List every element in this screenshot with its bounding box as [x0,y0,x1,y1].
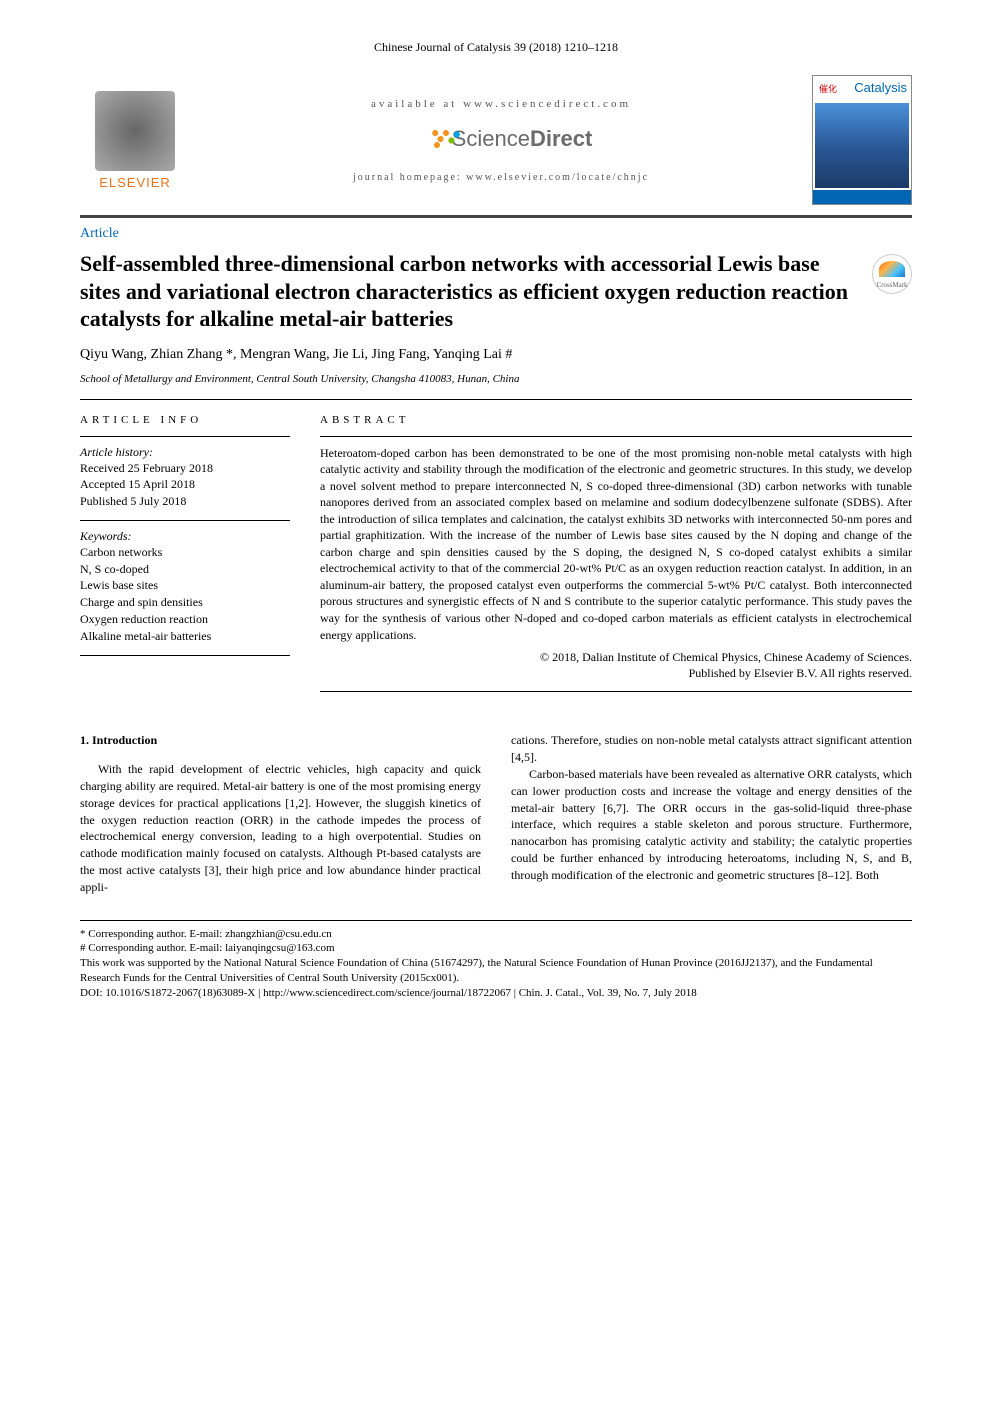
footnotes: * Corresponding author. E-mail: zhangzhi… [80,920,912,1001]
sciencedirect-text: ScienceDirect [452,126,593,152]
abstract-heading: ABSTRACT [320,414,912,426]
keyword: Alkaline metal-air batteries [80,628,290,645]
keyword: N, S co-doped [80,561,290,578]
copyright-line-2: Published by Elsevier B.V. All rights re… [320,665,912,681]
keyword: Oxygen reduction reaction [80,611,290,628]
cover-bar [813,190,911,204]
cover-title: 催化 Catalysis [813,76,911,101]
funding: This work was supported by the National … [80,956,912,986]
journal-reference: Chinese Journal of Catalysis 39 (2018) 1… [80,40,912,55]
article-info-heading: ARTICLE INFO [80,414,290,426]
elsevier-text: ELSEVIER [99,175,171,190]
abstract: ABSTRACT Heteroatom-doped carbon has bee… [320,414,912,701]
abstract-rule-top [320,436,912,437]
article-title: Self-assembled three-dimensional carbon … [80,250,912,333]
keyword: Lewis base sites [80,577,290,594]
article-type: Article [80,226,912,242]
crossmark-icon[interactable]: CrossMark [872,254,912,294]
sciencedirect-logo: ScienceDirect [210,124,792,154]
authors: Qiyu Wang, Zhian Zhang *, Mengran Wang, … [80,347,912,363]
info-rule-1 [80,436,290,437]
published: Published 5 July 2018 [80,493,290,510]
info-rule-2 [80,520,290,521]
copyright: © 2018, Dalian Institute of Chemical Phy… [320,649,912,681]
journal-homepage: journal homepage: www.elsevier.com/locat… [210,172,792,183]
cover-image [815,103,909,188]
abstract-text: Heteroatom-doped carbon has been demonst… [320,445,912,644]
header-block: ELSEVIER available at www.sciencedirect.… [80,75,912,218]
column-right: cations. Therefore, studies on non-noble… [511,732,912,895]
copyright-line-1: © 2018, Dalian Institute of Chemical Phy… [320,649,912,665]
intro-heading: 1. Introduction [80,732,481,749]
divider-top [80,399,912,400]
body-paragraph: cations. Therefore, studies on non-noble… [511,732,912,766]
corresponding-2: # Corresponding author. E-mail: laiyanqi… [80,941,912,956]
keyword: Carbon networks [80,544,290,561]
info-rule-3 [80,655,290,656]
abstract-rule-bottom [320,691,912,692]
cover-brand: Catalysis [854,80,907,95]
info-abstract-row: ARTICLE INFO Article history: Received 2… [80,414,912,701]
cover-cn: 催化 [817,80,839,97]
history-label: Article history: [80,445,290,460]
header-center: available at www.sciencedirect.com Scien… [190,98,812,183]
available-at: available at www.sciencedirect.com [210,98,792,110]
corresponding-1: * Corresponding author. E-mail: zhangzhi… [80,927,912,942]
elsevier-logo: ELSEVIER [80,80,190,200]
journal-cover: 催化 Catalysis [812,75,912,205]
keywords-label: Keywords: [80,529,290,544]
doi: DOI: 10.1016/S1872-2067(18)63089-X | htt… [80,986,912,1001]
body-paragraph: Carbon-based materials have been reveale… [511,766,912,884]
body-columns: 1. Introduction With the rapid developme… [80,732,912,895]
affiliation: School of Metallurgy and Environment, Ce… [80,373,912,385]
received: Received 25 February 2018 [80,460,290,477]
accepted: Accepted 15 April 2018 [80,476,290,493]
keyword: Charge and spin densities [80,594,290,611]
column-left: 1. Introduction With the rapid developme… [80,732,481,895]
sciencedirect-icon [410,124,446,154]
article-info: ARTICLE INFO Article history: Received 2… [80,414,290,701]
body-paragraph: With the rapid development of electric v… [80,761,481,895]
elsevier-tree-icon [95,91,175,171]
